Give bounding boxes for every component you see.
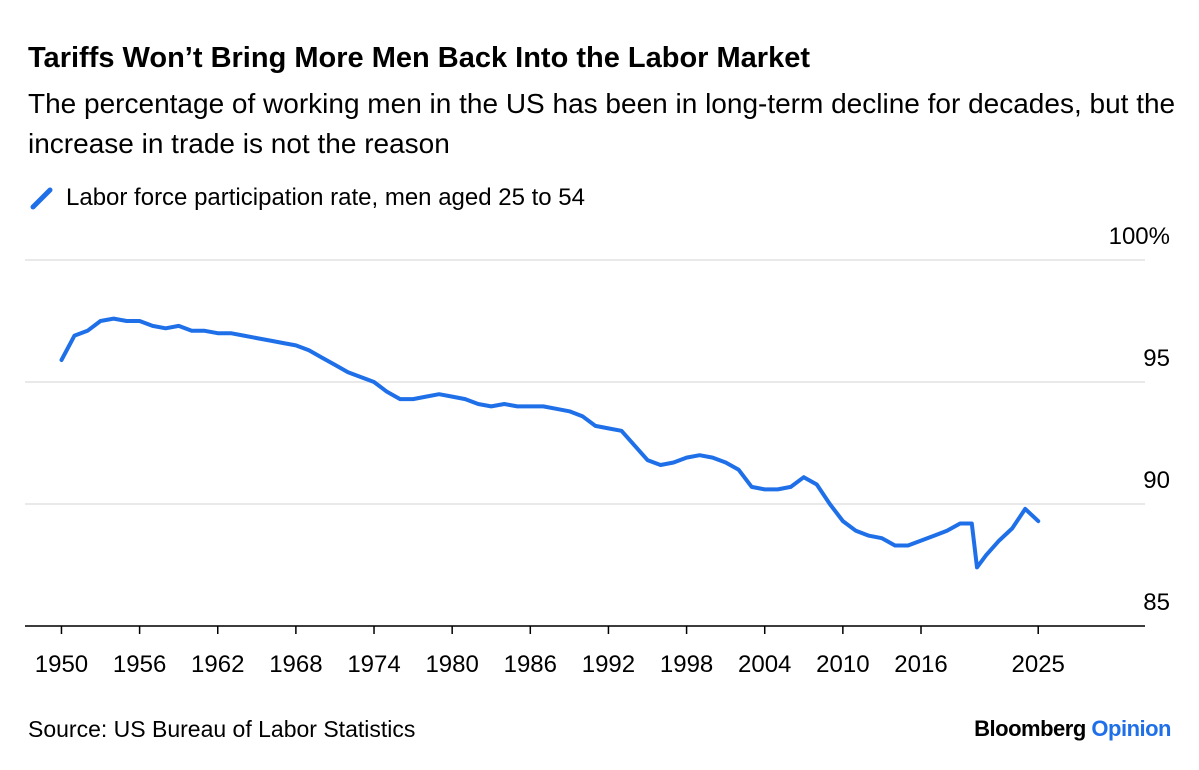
chart-title: Tariffs Won’t Bring More Men Back Into t…: [28, 42, 810, 74]
data-line: [59, 316, 1041, 570]
x-tick-label: 2016: [894, 651, 947, 678]
logo-brand: Bloomberg: [974, 716, 1086, 741]
x-tick-label: 2004: [738, 651, 791, 678]
x-tick-label: 1986: [504, 651, 557, 678]
x-tick-label: 1956: [113, 651, 166, 678]
x-tick-label: 1974: [347, 651, 400, 678]
legend: Labor force participation rate, men aged…: [28, 184, 585, 212]
x-tick-label: 2025: [1012, 651, 1065, 678]
y-tick-label: 90: [1143, 467, 1170, 494]
x-tick-label: 2010: [816, 651, 869, 678]
x-tick-label: 1962: [191, 651, 244, 678]
legend-label: Labor force participation rate, men aged…: [66, 184, 585, 211]
y-tick-label: 85: [1143, 589, 1170, 616]
logo-label: Opinion: [1091, 716, 1171, 741]
x-tick-label: 1980: [425, 651, 478, 678]
logo: Bloomberg Opinion: [974, 716, 1171, 742]
y-tick-label: 95: [1143, 345, 1170, 372]
x-tick-label: 1968: [269, 651, 322, 678]
x-tick-label: 1998: [660, 651, 713, 678]
y-tick-label: 100%: [1109, 223, 1170, 250]
source: Source: US Bureau of Labor Statistics: [28, 716, 416, 742]
x-tick-label: 1950: [35, 651, 88, 678]
x-tick-label: 1992: [582, 651, 635, 678]
chart-subtitle: The percentage of working men in the US …: [28, 88, 1176, 159]
legend-icon: [30, 187, 53, 210]
